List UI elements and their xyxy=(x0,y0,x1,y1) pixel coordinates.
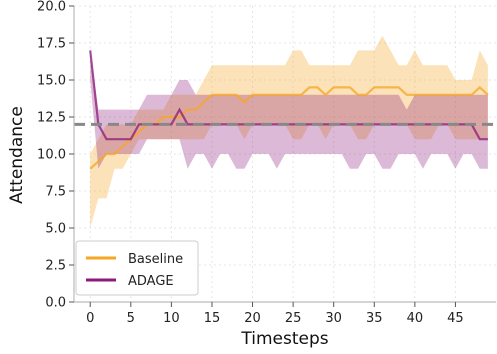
confidence-bands xyxy=(90,35,488,228)
x-ticks: 0 5 10 15 20 25 30 35 40 45 xyxy=(86,302,464,326)
band-baseline xyxy=(90,35,488,228)
legend: Baseline ADAGE xyxy=(75,240,199,296)
x-axis-label: Timesteps xyxy=(240,329,328,349)
y-tick-label: 2.5 xyxy=(45,259,66,274)
x-tick-label: 15 xyxy=(204,311,221,326)
x-tick-label: 5 xyxy=(127,311,135,326)
y-ticks: 0.0 2.5 5.0 7.5 10.0 12.5 15.0 17.5 20.0 xyxy=(37,0,74,311)
line-baseline xyxy=(89,85,489,170)
y-axis-label: Attendance xyxy=(7,106,27,204)
x-tick-label: 0 xyxy=(86,311,94,326)
y-tick-label: 5.0 xyxy=(45,222,66,237)
x-tick-label: 10 xyxy=(163,311,180,326)
band-adage xyxy=(90,50,488,169)
x-tick-label: 30 xyxy=(325,311,342,326)
x-tick-label: 25 xyxy=(285,311,302,326)
legend-label-baseline: Baseline xyxy=(128,252,183,267)
y-tick-label: 10.0 xyxy=(37,148,66,163)
y-tick-label: 0.0 xyxy=(45,296,66,311)
x-tick-label: 35 xyxy=(366,311,383,326)
y-tick-label: 7.5 xyxy=(45,185,66,200)
x-tick-label: 45 xyxy=(447,311,464,326)
y-tick-label: 17.5 xyxy=(37,37,66,52)
y-tick-label: 20.0 xyxy=(37,0,66,15)
legend-label-adage: ADAGE xyxy=(128,274,174,289)
y-tick-label: 12.5 xyxy=(37,111,66,126)
y-tick-label: 15.0 xyxy=(37,74,66,89)
x-tick-label: 20 xyxy=(244,311,261,326)
x-tick-label: 40 xyxy=(407,311,424,326)
